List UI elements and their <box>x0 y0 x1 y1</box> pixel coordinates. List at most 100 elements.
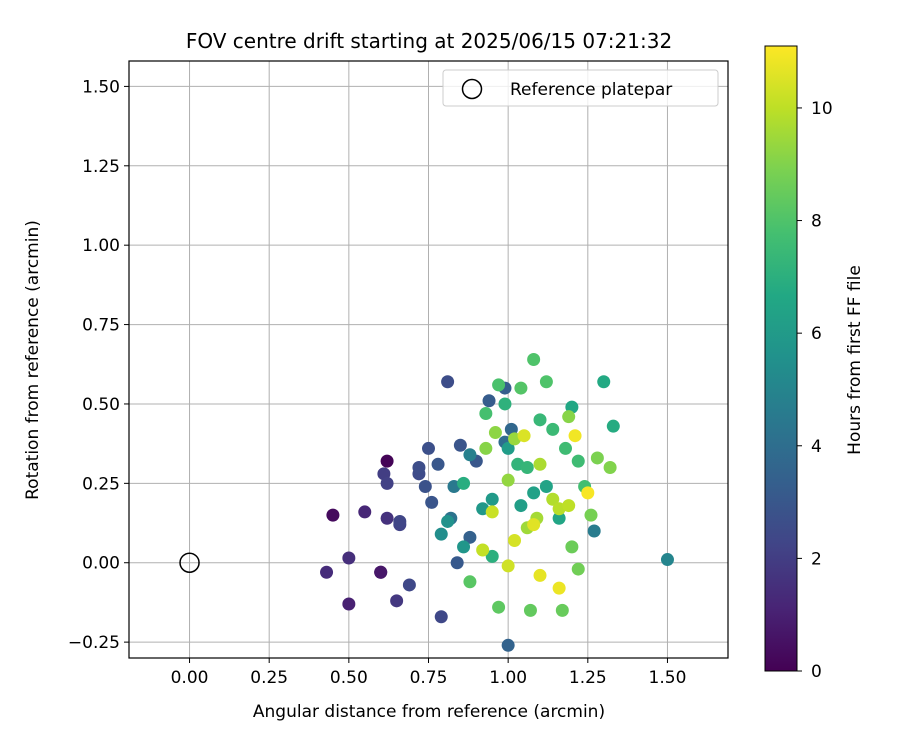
data-point <box>527 486 541 500</box>
data-point <box>533 568 547 582</box>
y-tick-label: 1.00 <box>82 236 120 256</box>
data-point <box>514 381 528 395</box>
data-point <box>485 492 499 506</box>
data-point <box>485 549 499 563</box>
data-point <box>597 375 611 389</box>
data-point <box>660 553 674 567</box>
data-point <box>482 394 496 408</box>
data-point <box>441 375 455 389</box>
colorbar-tick-label: 2 <box>811 549 822 569</box>
x-tick-label: 0.75 <box>410 668 448 688</box>
data-point <box>523 603 537 617</box>
data-point <box>457 476 471 490</box>
data-point <box>517 429 531 443</box>
data-point <box>320 565 334 579</box>
data-point <box>571 454 585 468</box>
data-point <box>450 556 464 570</box>
data-point <box>463 530 477 544</box>
data-point <box>326 508 340 522</box>
data-point <box>342 597 356 611</box>
legend-marker-reference <box>461 78 483 100</box>
colorbar-tick-label: 10 <box>811 99 833 119</box>
data-point <box>431 457 445 471</box>
data-point <box>380 454 394 468</box>
data-point <box>390 594 404 608</box>
data-point <box>342 551 356 565</box>
data-point <box>501 638 515 652</box>
colorbar: 0 2 4 6 8 10 <box>764 45 833 682</box>
colorbar-tick-label: 4 <box>811 437 822 457</box>
x-tick-label: 1.00 <box>489 668 527 688</box>
reference-point <box>179 552 200 573</box>
data-point <box>533 413 547 427</box>
data-point <box>606 419 620 433</box>
colorbar-label: Hours from first FF file <box>845 265 865 455</box>
y-tick-label: 1.25 <box>82 157 120 177</box>
data-point <box>374 565 388 579</box>
data-point <box>393 514 407 528</box>
data-point <box>418 480 432 494</box>
data-point <box>552 581 566 595</box>
data-point <box>441 514 455 528</box>
data-point <box>479 406 493 420</box>
data-point <box>546 492 560 506</box>
chart-title: FOV centre drift starting at 2025/06/15 … <box>186 29 672 53</box>
y-axis-label: Rotation from reference (arcmin) <box>23 220 43 500</box>
data-point <box>533 457 547 471</box>
colorbar-tick-label: 6 <box>811 324 822 344</box>
x-axis-label: Angular distance from reference (arcmin) <box>253 702 605 722</box>
data-point <box>587 524 601 538</box>
data-point <box>555 603 569 617</box>
data-point <box>380 511 394 525</box>
data-point <box>463 575 477 589</box>
y-tick-label: 0.50 <box>82 395 120 415</box>
plot-area: 0.00 0.25 0.50 0.75 1.00 1.25 1.50 −0.25 0.00 0.2… <box>68 60 729 688</box>
data-point <box>501 473 515 487</box>
data-point <box>584 508 598 522</box>
data-point <box>485 505 499 519</box>
data-point <box>527 518 541 532</box>
data-point <box>527 353 541 366</box>
data-point <box>488 426 502 440</box>
data-point <box>552 511 566 525</box>
data-point <box>422 441 435 455</box>
data-point <box>434 610 448 624</box>
legend-label-reference: Reference platepar <box>510 80 672 100</box>
data-point <box>571 562 585 576</box>
data-point <box>539 375 553 389</box>
data-point <box>412 460 426 474</box>
data-point <box>358 505 372 519</box>
data-point <box>501 559 515 573</box>
data-point <box>539 480 553 494</box>
data-point <box>562 499 576 513</box>
x-tick-label: 1.50 <box>649 668 687 688</box>
x-tick-label: 0.25 <box>250 668 288 688</box>
data-point <box>402 578 416 592</box>
data-point <box>425 495 439 509</box>
y-tick-label: 0.75 <box>82 316 120 336</box>
data-point <box>434 527 448 541</box>
y-tick-label: −0.25 <box>68 633 120 653</box>
y-tick-label: 0.00 <box>82 554 120 574</box>
data-point <box>476 543 490 557</box>
legend: Reference platepar <box>442 69 719 107</box>
data-point <box>546 422 560 436</box>
data-point <box>498 397 512 411</box>
y-tick-label: 0.25 <box>82 474 120 494</box>
data-point <box>508 534 522 548</box>
legend-box <box>442 69 719 107</box>
data-point <box>590 451 604 465</box>
data-point <box>520 460 534 474</box>
data-point <box>562 410 576 424</box>
x-tick-label: 0.00 <box>171 668 209 688</box>
data-point <box>479 441 493 455</box>
data-point <box>568 429 582 443</box>
data-point <box>501 441 515 455</box>
data-point <box>559 441 573 455</box>
y-tick-label: 1.50 <box>82 77 120 97</box>
data-point <box>453 438 467 452</box>
colorbar-gradient <box>764 45 798 672</box>
x-tick-label: 0.50 <box>330 668 368 688</box>
